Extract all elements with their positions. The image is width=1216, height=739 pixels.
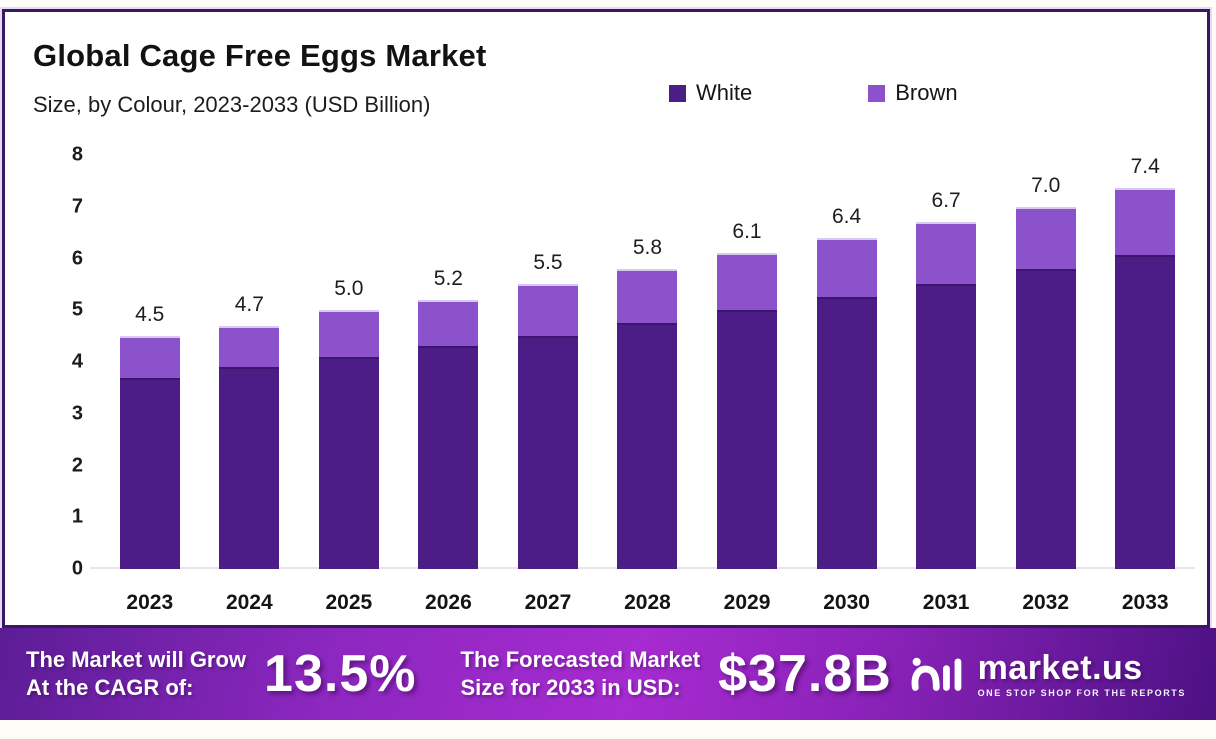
bar-segment-white [617,323,678,569]
bar-column: 5.8 [598,155,698,569]
bar-segment-white [119,377,180,569]
bar-total-label: 6.1 [732,220,762,244]
x-axis-label: 2024 [225,591,273,614]
bar-segment-brown [617,268,678,324]
legend-label: Brown [895,80,958,105]
brand-tagline: ONE STOP SHOP FOR THE REPORTS [977,687,1186,698]
forecast-value: $37.8B [718,645,892,703]
bar-segment-white [418,346,479,569]
y-axis-tick: 8 [71,143,83,166]
bar-column: 7.4 [1095,155,1195,569]
bar-segment-brown [318,310,379,357]
cagr-label-line2: At the CAGR of: [26,675,194,700]
bar-total-label: 5.0 [334,277,364,301]
marketus-logo-icon [911,657,961,691]
bar-column: 7.0 [996,155,1096,569]
bar-segment-brown [1015,206,1076,269]
cagr-label: The Market will Grow At the CAGR of: [26,646,246,702]
x-axis-label: 2023 [126,591,174,614]
bar-column: 5.0 [299,155,399,569]
bar-total-label: 7.0 [1031,173,1061,197]
bar-column: 4.5 [100,155,200,569]
brand-text: market.us ONE STOP SHOP FOR THE REPORTS [978,651,1186,698]
page-subtitle: Size, by Colour, 2023-2033 (USD Billion) [33,92,431,117]
legend-swatch-brown-icon [868,84,886,102]
x-axis-label: 2027 [524,591,572,614]
y-axis-tick: 7 [71,195,83,218]
forecast-label: The Forecasted Market Size for 2033 in U… [461,646,701,702]
forecast-label-line1: The Forecasted Market [460,646,701,672]
bar-segment-white [219,367,280,569]
bar-total-label: 6.4 [831,204,862,228]
y-axis-tick: 4 [71,350,83,373]
bar-column: 5.2 [399,155,499,569]
bar-segment-white [1015,268,1076,569]
y-axis-tick: 6 [71,247,83,269]
bar-segment-white [717,310,778,569]
bar-segment-brown [517,284,578,337]
bar-segment-brown [1115,188,1176,255]
bar-total-label: 5.8 [632,235,663,259]
brand-logo: market.us ONE STOP SHOP FOR THE REPORTS [910,651,1190,698]
bar-total-label: 4.7 [234,292,264,316]
legend-label: White [696,80,753,105]
bar-total-label: 4.5 [135,303,165,327]
bar-segment-brown [916,222,977,285]
x-axis-label: 2030 [823,591,870,614]
bar-segment-white [318,356,379,569]
legend-item-brown: Brown [868,80,958,106]
bar-total-label: 6.7 [931,189,961,213]
x-axis-label: 2033 [1121,591,1169,614]
bar-total-label: 5.5 [533,251,563,275]
bar-segment-white [816,297,877,569]
x-axis-label: 2029 [723,591,771,614]
cagr-value: 13.5% [264,645,417,703]
bar-column: 6.1 [697,155,797,569]
bar-segment-white [517,336,578,569]
x-axis-label: 2025 [325,591,373,614]
footer-banner: The Market will Grow At the CAGR of: 13.… [0,628,1216,720]
y-axis-tick: 3 [71,402,83,425]
y-axis-tick: 5 [71,298,83,321]
y-axis-tick: 1 [71,505,83,528]
bar-column: 4.7 [200,155,300,569]
bar-segment-brown [219,325,280,368]
chart-frame: Global Cage Free Eggs Market Size, by Co… [2,9,1210,628]
y-axis: 0 1 2 3 4 5 6 7 8 [45,144,83,580]
bar-total-label: 5.2 [433,266,463,290]
page-title: Global Cage Free Eggs Market [33,38,487,73]
bar-segment-brown [119,336,180,378]
brand-name: market.us [977,648,1143,687]
cagr-label-line1: The Market will Grow [26,646,247,672]
bar-total-label: 7.4 [1130,155,1160,178]
x-axis-label: 2028 [624,591,671,614]
x-axis-label: 2031 [922,591,970,614]
forecast-label-line2: Size for 2033 in USD: [460,675,681,700]
bar-segment-brown [418,299,479,347]
bar-segment-white [916,284,977,569]
y-axis-tick: 2 [71,454,83,476]
chart-legend: White Brown [669,80,958,106]
x-axis-label: 2032 [1022,591,1070,614]
bar-column: 5.5 [498,155,598,569]
bar-segment-brown [717,253,778,311]
bar-segment-white [1115,254,1176,569]
bar-column: 6.4 [797,155,897,569]
plot-area: 2023 4.5 2024 4.7 2025 5.0 2026 5.2 2027 5.5 2028 5… [100,155,1195,614]
y-axis-tick: 0 [71,557,83,580]
bar-column: 6.7 [896,155,996,569]
x-axis-label: 2026 [425,591,472,614]
legend-swatch-white-icon [669,84,686,102]
legend-item-white: White [669,80,752,106]
bar-segment-brown [816,237,877,298]
